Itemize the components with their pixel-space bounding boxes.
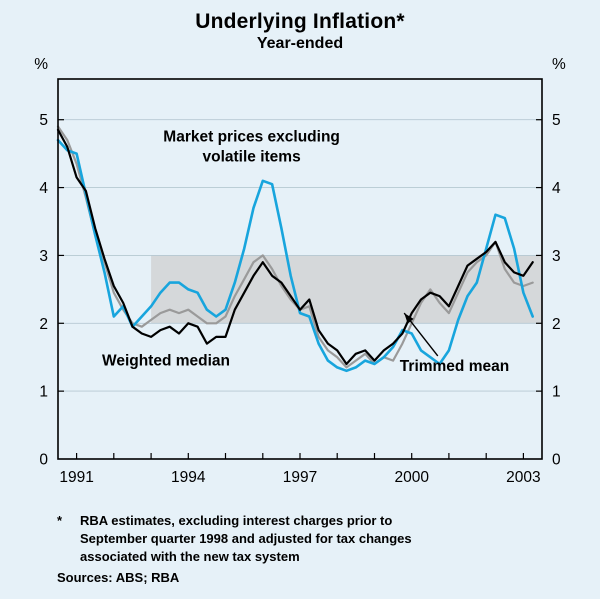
sources-line: Sources: ABS; RBA [57,569,180,585]
ytick-label-right-4: 4 [552,180,561,197]
ytick-label-right-2: 2 [552,316,561,333]
footnote-marker: * [57,513,63,528]
footnote-line-2: September quarter 1998 and adjusted for … [80,530,412,546]
series-weighted-median [56,128,534,366]
ytick-label-left-2: 2 [39,316,48,333]
trimmed-mean-label-arrow-head [404,313,414,324]
inflation-chart-svg: 0 0 1 1 2 2 3 3 4 4 5 5% % 1991 1994 1997 2000 2003 Market… [34,56,566,486]
series-market-prices-excluding-volatile-items [56,138,535,373]
chart-title: Underlying Inflation* [195,10,405,33]
ytick-label-right-3: 3 [552,248,561,265]
chart-subtitle: Year-ended [256,35,344,52]
percent-label-right: % [552,56,566,73]
footnote: * RBA estimates, excluding interest char… [0,510,600,587]
target-band [151,255,542,324]
footnote-line-1: RBA estimates, excluding interest charge… [80,513,393,528]
ytick-label-left-5: 5 [39,112,48,129]
footnote-text: RBA estimates, excluding interest charge… [80,512,412,566]
footnote-line-3: associated with the new tax system [80,548,300,564]
ytick-label-right-1: 1 [552,384,561,401]
ytick-label-left-0: 0 [39,452,48,469]
trimmed-mean-label: Trimmed mean [400,358,509,375]
ytick-label-left-3: 3 [39,248,48,265]
ytick-label-left-1: 1 [39,384,48,401]
ytick-label-right-5: 5 [552,112,561,129]
weighted-median-label: Weighted median [102,352,230,369]
ytick-label-left-4: 4 [39,180,48,197]
xtick-label-2003: 2003 [506,469,540,486]
percent-label-left: % [34,56,48,73]
xtick-label-1991: 1991 [59,469,93,486]
xtick-label-1994: 1994 [171,469,206,486]
market-prices-label: Market prices excluding volatile items [163,128,340,165]
xtick-label-2000: 2000 [394,469,429,486]
xtick-label-1997: 1997 [283,469,317,486]
ytick-label-right-0: 0 [552,452,561,469]
